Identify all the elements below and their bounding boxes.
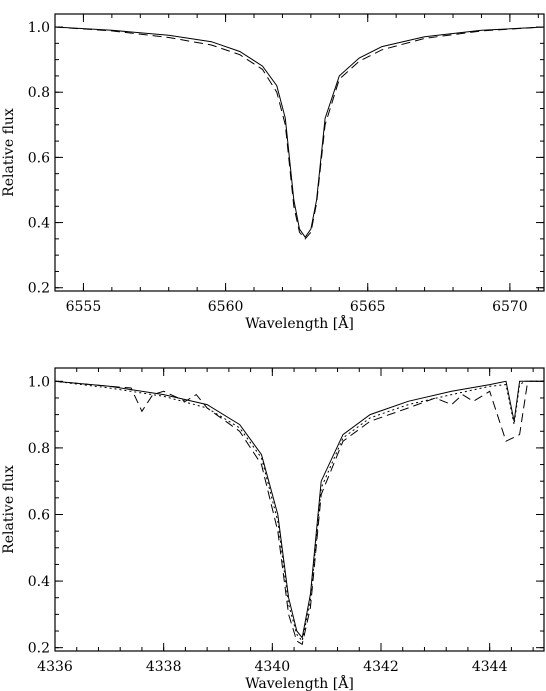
x-tick-label: 4338 bbox=[146, 659, 182, 675]
y-tick-label: 0.4 bbox=[28, 574, 50, 590]
y-tick-label: 0.8 bbox=[28, 85, 50, 101]
x-tick-label: 4336 bbox=[37, 659, 73, 675]
y-tick-label: 0.8 bbox=[28, 441, 50, 457]
x-axis-label: Wavelength [Å] bbox=[245, 674, 354, 691]
plot-frame bbox=[54, 13, 545, 292]
chart-panel-2: 4336 4338 4340 4342 4344 0.2 0.4 0.6 0.8 1.0 Wavel… bbox=[1, 367, 545, 691]
plot-frame bbox=[54, 367, 545, 652]
x-axis-label: Wavelength [Å] bbox=[245, 314, 354, 332]
series-line-dotted bbox=[54, 380, 544, 643]
y-tick-label: 0.4 bbox=[28, 216, 50, 232]
y-axis-label: Relative flux bbox=[1, 465, 17, 554]
x-tick-label: 4344 bbox=[472, 659, 508, 675]
y-tick-label: 1.0 bbox=[28, 20, 50, 36]
y-tick-label: 0.6 bbox=[28, 150, 50, 166]
x-tick-label: 4340 bbox=[255, 659, 291, 675]
series-line-dashed bbox=[54, 26, 545, 240]
y-tick-label: 0.2 bbox=[28, 641, 50, 657]
x-tick-label: 6560 bbox=[208, 299, 244, 315]
chart-panel-1: 6555 6560 6565 6570 0.2 0.4 0.6 0.8 1.0 Wavelengt… bbox=[1, 13, 545, 332]
series-line-solid bbox=[54, 26, 545, 239]
series-line-dashed bbox=[54, 380, 544, 646]
y-tick-label: 1.0 bbox=[28, 374, 50, 390]
y-tick-label: 0.6 bbox=[28, 507, 50, 523]
x-tick-label: 6565 bbox=[350, 299, 386, 315]
y-tick-label: 0.2 bbox=[28, 281, 50, 297]
x-tick-label: 4342 bbox=[363, 659, 399, 675]
x-tick-label: 6570 bbox=[492, 299, 528, 315]
series-line-solid bbox=[54, 380, 544, 639]
y-axis-label: Relative flux bbox=[1, 108, 17, 197]
x-tick-label: 6555 bbox=[66, 299, 102, 315]
